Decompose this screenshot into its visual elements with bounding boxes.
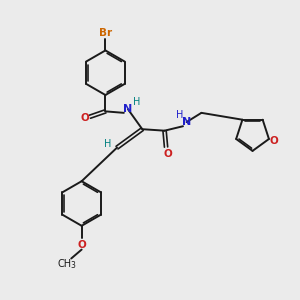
Text: 3: 3 — [71, 261, 76, 270]
Text: H: H — [176, 110, 183, 120]
Text: H: H — [133, 98, 140, 107]
Text: O: O — [270, 136, 279, 146]
Text: O: O — [77, 240, 86, 250]
Text: N: N — [182, 117, 191, 127]
Text: CH: CH — [57, 259, 71, 269]
Text: N: N — [123, 104, 133, 114]
Text: O: O — [81, 113, 90, 123]
Text: H: H — [104, 139, 111, 149]
Text: O: O — [163, 148, 172, 159]
Text: Br: Br — [99, 28, 112, 38]
